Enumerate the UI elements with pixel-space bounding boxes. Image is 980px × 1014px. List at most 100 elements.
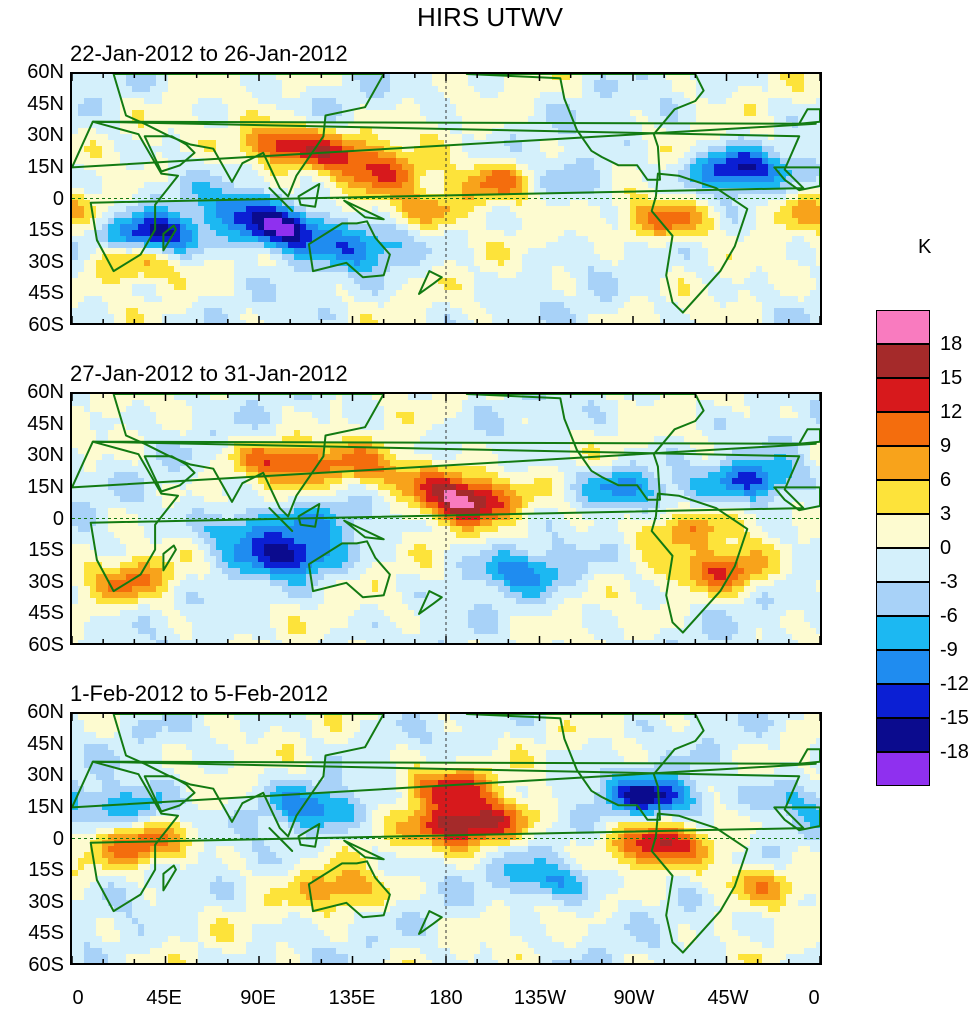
heatmap-cell <box>144 158 151 165</box>
heatmap-cell <box>168 278 175 285</box>
heatmap-cell <box>756 140 763 147</box>
heatmap-cell <box>366 260 373 267</box>
heatmap-cell <box>348 218 355 225</box>
heatmap-cell <box>414 86 421 93</box>
heatmap-cell <box>474 104 481 111</box>
heatmap-cell <box>618 284 625 291</box>
heatmap-cell <box>750 218 757 225</box>
heatmap-cell <box>528 146 535 153</box>
heatmap-cell <box>414 74 421 81</box>
heatmap-cell <box>702 218 709 225</box>
heatmap-cell <box>294 188 301 195</box>
heatmap-cell <box>582 146 589 153</box>
heatmap-cell <box>504 170 511 177</box>
heatmap-cell <box>762 128 769 135</box>
heatmap-cell <box>96 146 103 153</box>
heatmap-cell <box>408 308 415 315</box>
heatmap-cell <box>552 140 559 147</box>
heatmap-cell <box>378 218 385 225</box>
heatmap-cell <box>330 212 337 219</box>
heatmap-cell <box>456 170 463 177</box>
heatmap-cell <box>684 308 691 315</box>
heatmap-cell <box>126 146 133 153</box>
heatmap-cell <box>270 140 277 147</box>
heatmap-cell <box>642 164 649 171</box>
heatmap-cell <box>660 110 667 117</box>
heatmap-cell <box>150 236 157 243</box>
heatmap-cell <box>582 104 589 111</box>
heatmap-cell <box>516 86 523 93</box>
heatmap-cell <box>336 170 343 177</box>
heatmap-cell <box>660 266 667 273</box>
heatmap-cell <box>354 116 361 123</box>
heatmap-cell <box>444 98 451 105</box>
heatmap-cell <box>324 182 331 189</box>
heatmap-cell <box>804 188 811 195</box>
heatmap-cell <box>468 86 475 93</box>
heatmap-cell <box>744 272 751 279</box>
heatmap-cell <box>606 200 613 207</box>
heatmap-cell <box>438 92 445 99</box>
heatmap-cell <box>276 146 283 153</box>
heatmap-cell <box>552 122 559 129</box>
heatmap-cell <box>642 134 649 141</box>
heatmap-cell <box>330 230 337 237</box>
heatmap-cell <box>126 242 133 249</box>
heatmap-cell <box>222 176 229 183</box>
heatmap-cell <box>108 134 115 141</box>
heatmap-cell <box>318 104 325 111</box>
heatmap-cell <box>96 302 103 309</box>
heatmap-cell <box>546 260 553 267</box>
heatmap-cell <box>606 152 613 159</box>
heatmap-cell <box>240 200 247 207</box>
heatmap-cell <box>396 110 403 117</box>
heatmap-cell <box>516 98 523 105</box>
heatmap-cell <box>672 92 679 99</box>
heatmap-cell <box>414 278 421 285</box>
heatmap-cell <box>498 80 505 87</box>
heatmap-cell <box>114 182 121 189</box>
heatmap-cell <box>756 80 763 87</box>
heatmap-cell <box>618 80 625 87</box>
heatmap-cell <box>186 272 193 279</box>
heatmap-cell <box>720 104 727 111</box>
heatmap-cell <box>576 200 583 207</box>
heatmap-cell <box>522 236 529 243</box>
heatmap-cell <box>762 254 769 261</box>
heatmap-cell <box>744 152 751 159</box>
heatmap-cell <box>762 290 769 297</box>
heatmap-cell <box>252 140 259 147</box>
heatmap-cell <box>732 236 739 243</box>
heatmap-cell <box>150 296 157 303</box>
heatmap-cell <box>150 200 157 207</box>
heatmap-cell <box>612 128 619 135</box>
heatmap-cell <box>762 224 769 231</box>
heatmap-cell <box>456 242 463 249</box>
heatmap-cell <box>708 242 715 249</box>
heatmap-cell <box>342 308 349 315</box>
panel-1-label: 22-Jan-2012 to 26-Jan-2012 <box>70 41 348 66</box>
heatmap-cell <box>792 212 799 219</box>
heatmap-cell <box>78 140 85 147</box>
heatmap-cell <box>504 116 511 123</box>
heatmap-cell <box>228 266 235 273</box>
heatmap-cell <box>600 200 607 207</box>
heatmap-cell <box>432 104 439 111</box>
heatmap-cell <box>96 128 103 135</box>
heatmap-cell <box>324 104 331 111</box>
heatmap-cell <box>288 134 295 141</box>
heatmap-cell <box>450 164 457 171</box>
heatmap-cell <box>528 86 535 93</box>
heatmap-cell <box>690 152 697 159</box>
heatmap-cell <box>420 212 427 219</box>
heatmap-cell <box>720 230 727 237</box>
heatmap-cell <box>468 206 475 213</box>
heatmap-cell <box>348 128 355 135</box>
heatmap-cell <box>132 74 139 81</box>
heatmap-cell <box>180 230 187 237</box>
heatmap-cell <box>132 92 139 99</box>
heatmap-cell <box>150 110 157 117</box>
heatmap-cell <box>570 92 577 99</box>
heatmap-cell <box>456 176 463 183</box>
heatmap-cell <box>150 80 157 87</box>
